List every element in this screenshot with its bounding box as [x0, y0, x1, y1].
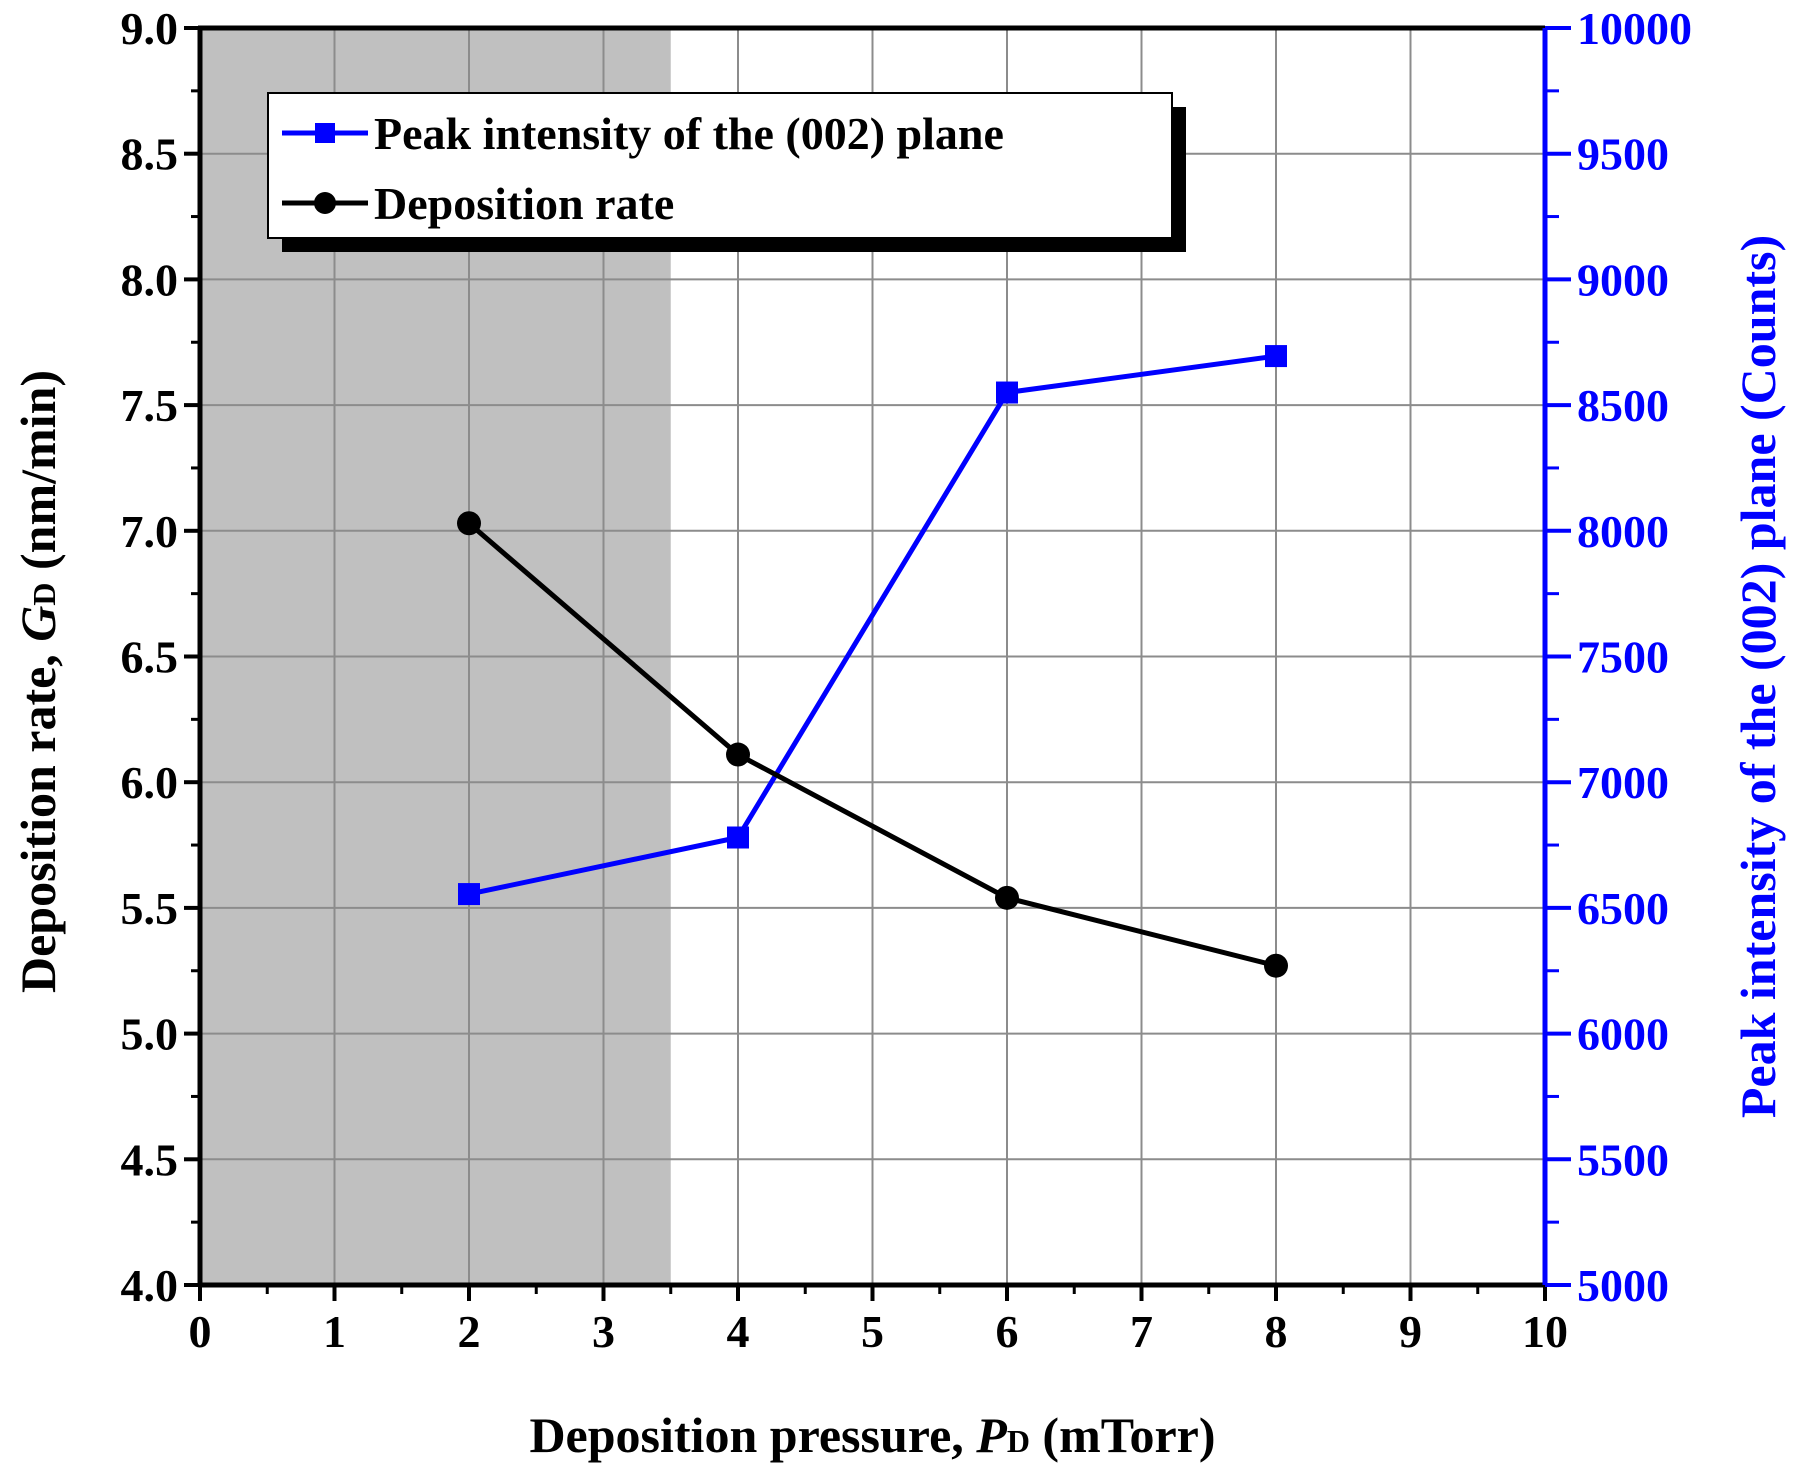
- legend-marker-circle: [314, 192, 336, 214]
- series-layer: [457, 345, 1288, 978]
- y-left-tick-label: 7.0: [121, 506, 179, 557]
- y-right-tick-label: 5500: [1577, 1134, 1669, 1185]
- data-point-square: [727, 826, 749, 849]
- series-circle: [457, 511, 1288, 978]
- x-tick-label: 1: [323, 1306, 346, 1357]
- y-left-tick-label: 8.5: [121, 129, 179, 180]
- series-line-square: [468, 353, 1277, 897]
- y-right-tick-label: 8000: [1577, 506, 1669, 557]
- x-tick-label: 8: [1265, 1306, 1288, 1357]
- legend-entry-square: Peak intensity of the (002) plane: [282, 108, 1004, 159]
- x-tick-label: 7: [1130, 1306, 1153, 1357]
- x-tick-label: 3: [592, 1306, 615, 1357]
- y-right-tick-label: 9500: [1577, 129, 1669, 180]
- y-right-tick-label: 9000: [1577, 254, 1669, 305]
- data-point-square: [458, 883, 480, 906]
- y-left-tick-label: 4.0: [121, 1260, 179, 1311]
- x-tick-label: 5: [861, 1306, 884, 1357]
- ticks: 0 1 2 3 4 5 6 7 8 9 10 4.0 4.5 5.0 5.5 6.0 6.5 7.0 7.5 8.0 8…: [121, 3, 1693, 1357]
- y-axis-left-title-unit: (nm/min): [10, 370, 66, 583]
- legend-marker-square: [315, 123, 335, 143]
- series-line-circle: [467, 521, 1277, 969]
- x-axis-title-subscript: D: [1007, 1423, 1030, 1459]
- y-right-tick-label: 8500: [1577, 380, 1669, 431]
- y-axis-left-title-subscript: D: [26, 582, 62, 605]
- legend: Peak intensity of the (002) plane Deposit…: [267, 92, 1186, 252]
- x-tick-label: 0: [189, 1306, 212, 1357]
- y-right-tick-label: 6500: [1577, 883, 1669, 934]
- y-axis-left-title-main: Deposition rate,: [10, 642, 66, 993]
- y-axis-left-title-symbol: G: [10, 606, 66, 642]
- y-left-tick-label: 9.0: [121, 3, 179, 54]
- x-axis-title-main: Deposition pressure,: [529, 1407, 976, 1463]
- y-right-tick-label: 7500: [1577, 632, 1669, 683]
- y-right-tick-label: 6000: [1577, 1009, 1669, 1060]
- y-left-tick-label: 4.5: [121, 1134, 179, 1185]
- x-tick-label: 10: [1522, 1306, 1568, 1357]
- legend-box: [267, 92, 1173, 239]
- y-left-tick-label: 5.0: [121, 1009, 179, 1060]
- y-right-tick-label: 10000: [1577, 3, 1692, 54]
- legend-label: Deposition rate: [374, 178, 674, 229]
- legend-entry-circle: Deposition rate: [282, 178, 674, 229]
- x-tick-label: 2: [458, 1306, 481, 1357]
- y-left-tick-label: 6.5: [121, 632, 179, 683]
- data-point-circle: [457, 511, 481, 536]
- data-point-square: [996, 381, 1018, 404]
- x-axis-title: Deposition pressure, PD (mTorr): [529, 1407, 1215, 1463]
- x-axis-title-unit: (mTorr): [1030, 1407, 1216, 1463]
- data-point-square: [1265, 345, 1287, 368]
- y-right-tick-label: 7000: [1577, 757, 1669, 808]
- x-tick-label: 4: [727, 1306, 750, 1357]
- x-tick-label: 6: [996, 1306, 1019, 1357]
- data-point-circle: [995, 885, 1019, 910]
- y-left-tick-label: 5.5: [121, 883, 179, 934]
- x-axis-title-symbol: P: [975, 1407, 1007, 1463]
- y-left-tick-label: 8.0: [121, 254, 179, 305]
- y-axis-right-title: Peak intensity of the (002) plane (Count…: [1730, 235, 1786, 1118]
- legend-label: Peak intensity of the (002) plane: [374, 108, 1004, 159]
- data-point-circle: [726, 742, 750, 767]
- y-left-tick-label: 7.5: [121, 380, 179, 431]
- y-left-tick-label: 6.0: [121, 757, 179, 808]
- y-right-tick-label: 5000: [1577, 1260, 1669, 1311]
- data-point-circle: [1264, 953, 1288, 978]
- y-axis-left-title: Deposition rate, GD (nm/min): [10, 370, 66, 993]
- x-tick-label: 9: [1399, 1306, 1422, 1357]
- series-square: [458, 345, 1287, 906]
